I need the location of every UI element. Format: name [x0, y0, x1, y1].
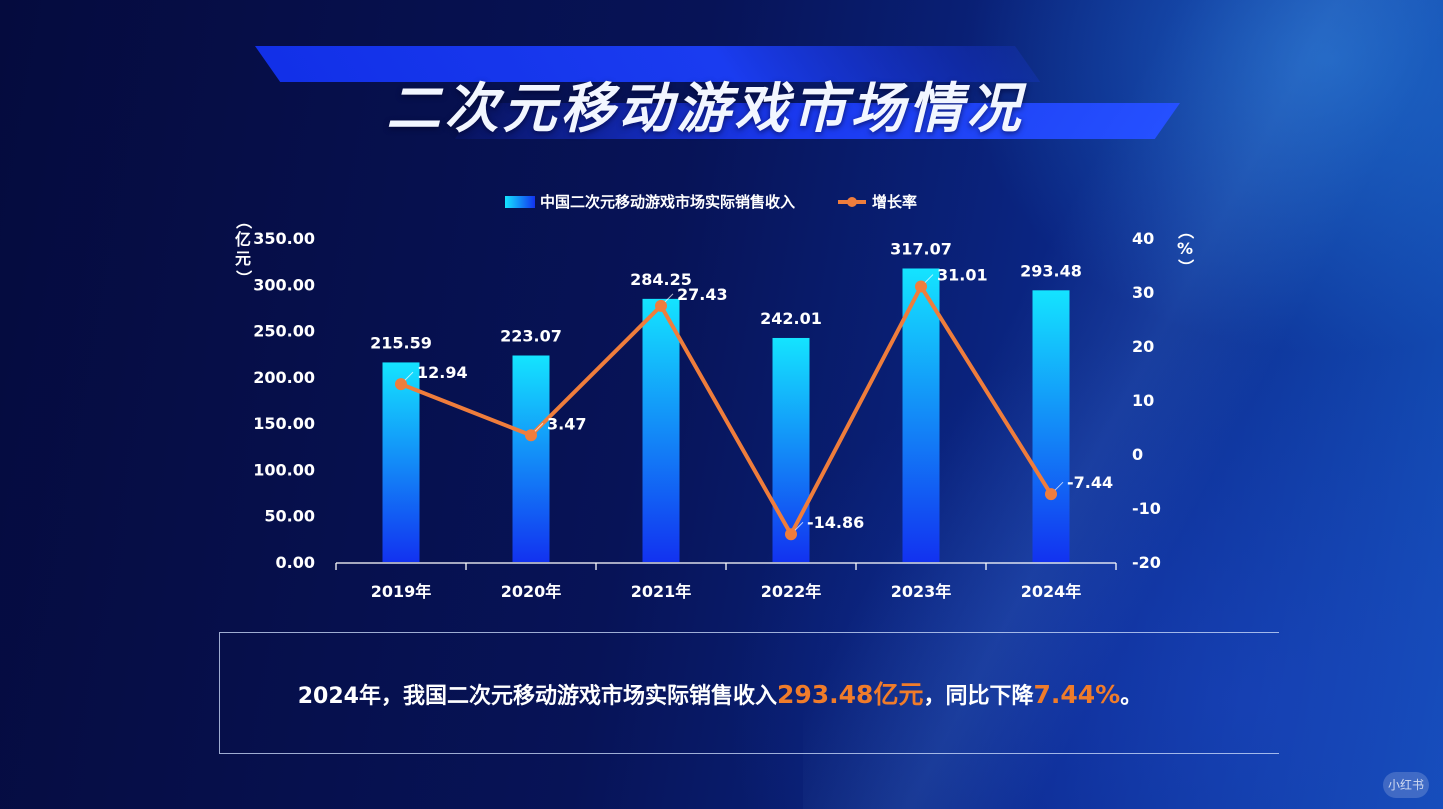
growth-value-label: 27.43 [677, 285, 728, 304]
growth-value-label: -7.44 [1067, 473, 1113, 492]
growth-point [785, 528, 797, 541]
bar [772, 337, 810, 562]
legend-line-label: 增长率 [872, 193, 917, 211]
right-axis-unit-char: % [1177, 239, 1193, 258]
right-tick-label: -20 [1132, 553, 1161, 572]
bar [512, 355, 550, 562]
bar-value-label: 317.07 [890, 239, 952, 258]
left-y-axis: 0.00 50.00 100.00 150.00 200.00 250.00 300.00 3… [234, 213, 315, 572]
legend-line-marker [847, 197, 857, 207]
x-tick-label: 2022年 [761, 582, 822, 601]
growth-label-leader [794, 521, 804, 531]
legend-bar-label: 中国二次元移动游戏市场实际销售收入 [540, 193, 795, 211]
right-axis-unit-char: （ [1176, 223, 1195, 239]
x-tick-label: 2021年 [631, 582, 692, 601]
right-tick-label: -10 [1132, 499, 1161, 518]
watermark-logo: 小红书 [1383, 772, 1429, 798]
x-tick-label: 2020年 [501, 582, 562, 601]
right-tick-label: 40 [1132, 229, 1154, 248]
bar-value-label: 293.48 [1020, 261, 1082, 280]
growth-label-leader [1054, 481, 1064, 491]
bar-value-labels: 215.59 223.07 284.25 242.01 317.07 293.48 [370, 239, 1082, 352]
x-tick-label: 2019年 [371, 582, 432, 601]
growth-value-label: 31.01 [937, 266, 988, 285]
left-tick-label: 150.00 [253, 414, 315, 433]
legend-bar-swatch [505, 196, 535, 208]
bar-value-label: 284.25 [630, 270, 692, 289]
right-tick-label: 30 [1132, 283, 1154, 302]
left-axis-unit-char: 元 [235, 249, 251, 268]
chart-legend: 中国二次元移动游戏市场实际销售收入 增长率 [505, 193, 917, 211]
left-tick-label: 300.00 [253, 275, 315, 294]
growth-line-series [395, 280, 1057, 541]
right-axis-unit-char: ） [1176, 259, 1195, 275]
page-title: 二次元移动游戏市场情况 [386, 77, 1025, 140]
left-axis-unit-char: （ [234, 213, 253, 229]
bar [1032, 290, 1070, 562]
summary-middle: ，同比下降 [923, 684, 1034, 709]
x-axis: 2019年 2020年 2021年 2022年 2023年 2024年 [335, 562, 1117, 601]
growth-point [915, 280, 927, 293]
growth-label-leader [924, 274, 934, 283]
growth-value-label: 3.47 [547, 414, 586, 433]
growth-value-labels: 12.94 3.47 27.43 -14.86 31.01 -7.44 [404, 266, 1113, 532]
left-tick-label: 350.00 [253, 229, 315, 248]
x-tick-label: 2024年 [1021, 582, 1082, 601]
growth-point [525, 429, 537, 442]
summary-text: 2024年，我国二次元移动游戏市场实际销售收入293.48亿元，同比下降7.44… [220, 675, 1220, 711]
growth-point [1045, 488, 1057, 501]
bar-value-label: 215.59 [370, 333, 432, 352]
left-axis-unit-char: 亿 [235, 230, 251, 249]
left-tick-label: 250.00 [253, 322, 315, 341]
summary-revenue: 293.48亿元 [776, 680, 924, 709]
growth-line [400, 284, 1053, 537]
bar-value-label: 223.07 [500, 327, 562, 346]
growth-label-leader [534, 422, 544, 432]
bar [382, 362, 420, 562]
growth-value-label: 12.94 [417, 363, 468, 382]
right-y-axis: -20 -10 0 10 20 30 40 （%） [1132, 223, 1195, 572]
growth-point [655, 299, 667, 312]
growth-label-leader [664, 293, 674, 303]
bar [902, 268, 940, 562]
bar [642, 298, 680, 562]
left-tick-label: 200.00 [253, 368, 315, 387]
summary-prefix: 2024年，我国二次元移动游戏市场实际销售收入 [297, 684, 777, 709]
growth-label-leader [404, 371, 414, 381]
growth-value-label: -14.86 [807, 513, 864, 532]
summary-box: 2024年，我国二次元移动游戏市场实际销售收入293.48亿元，同比下降7.44… [219, 632, 1279, 754]
left-axis-unit-char: ） [234, 270, 253, 286]
left-tick-label: 0.00 [276, 553, 315, 572]
right-tick-label: 20 [1132, 337, 1154, 356]
left-tick-label: 100.00 [253, 460, 315, 479]
summary-rate: 7.44% [1033, 680, 1121, 709]
summary-suffix: 。 [1120, 684, 1143, 709]
left-tick-label: 50.00 [264, 507, 315, 526]
x-tick-label: 2023年 [891, 582, 952, 601]
right-tick-label: 10 [1132, 391, 1154, 410]
right-tick-label: 0 [1132, 445, 1143, 464]
bar-value-label: 242.01 [760, 309, 822, 328]
growth-point [395, 378, 407, 391]
bar-series [382, 268, 1070, 562]
